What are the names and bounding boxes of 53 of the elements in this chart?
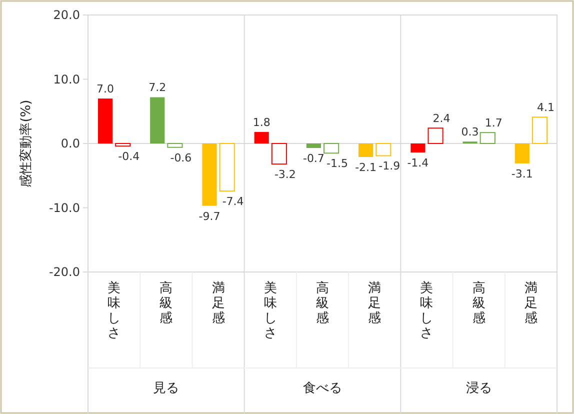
bar bbox=[306, 144, 321, 148]
bar bbox=[480, 132, 496, 144]
data-label: -0.4 bbox=[118, 150, 140, 164]
bar bbox=[376, 143, 392, 156]
x-tick-label: 満足感 bbox=[368, 281, 382, 326]
x-tick-label: 高級感 bbox=[316, 280, 329, 326]
x-tick-label: 満足感 bbox=[524, 281, 538, 326]
data-label: -3.2 bbox=[274, 168, 296, 182]
bar bbox=[115, 143, 131, 147]
data-label: 1.7 bbox=[484, 116, 502, 130]
data-label: -7.4 bbox=[222, 195, 244, 208]
y-tick-label: -10.0 bbox=[48, 200, 80, 215]
bar bbox=[254, 132, 269, 144]
data-label: -3.1 bbox=[511, 167, 533, 180]
data-label: -9.7 bbox=[198, 210, 220, 223]
y-tick-label: 10.0 bbox=[53, 72, 80, 86]
data-label: 1.8 bbox=[252, 116, 270, 129]
bar bbox=[202, 144, 217, 206]
y-tick-label: -20.0 bbox=[48, 265, 80, 279]
y-tick-label: 20.0 bbox=[53, 8, 80, 22]
text: 浸る bbox=[466, 381, 492, 396]
data-label: 7.0 bbox=[96, 82, 114, 96]
x-tick-label: 満足感 bbox=[212, 281, 225, 326]
y-tick-label: 0.0 bbox=[60, 136, 80, 150]
bar bbox=[358, 144, 374, 157]
data-label: 4.1 bbox=[536, 101, 554, 114]
x-tick-label: 高級感 bbox=[472, 280, 486, 326]
data-label: -1.5 bbox=[326, 157, 348, 170]
data-label: 2.4 bbox=[432, 112, 450, 126]
bar bbox=[98, 98, 113, 144]
data-label: -0.6 bbox=[170, 151, 192, 164]
bar bbox=[428, 128, 444, 144]
bar bbox=[167, 143, 183, 148]
x-tick-label: 高級感 bbox=[160, 280, 173, 326]
bar bbox=[150, 97, 165, 144]
data-label: 0.3 bbox=[461, 126, 479, 139]
bar bbox=[410, 144, 426, 152]
data-label: -1.9 bbox=[378, 160, 400, 173]
bar bbox=[532, 116, 548, 144]
x-tick-label: 美味しさ bbox=[108, 280, 121, 341]
bar bbox=[514, 144, 530, 164]
data-label: -2.1 bbox=[355, 160, 377, 174]
x-tick-label: 美味しさ bbox=[420, 280, 434, 341]
bar bbox=[219, 143, 235, 192]
bar bbox=[324, 143, 340, 154]
data-label: -0.7 bbox=[302, 152, 324, 165]
x-tick-label: 美味しさ bbox=[264, 280, 277, 341]
y-axis-title: 感性変動率(%) bbox=[18, 100, 34, 188]
data-label: 7.2 bbox=[148, 81, 166, 94]
bar bbox=[271, 143, 287, 165]
text: 食べる bbox=[303, 381, 342, 396]
data-label: -1.4 bbox=[407, 156, 429, 170]
text: 見る bbox=[153, 381, 180, 396]
